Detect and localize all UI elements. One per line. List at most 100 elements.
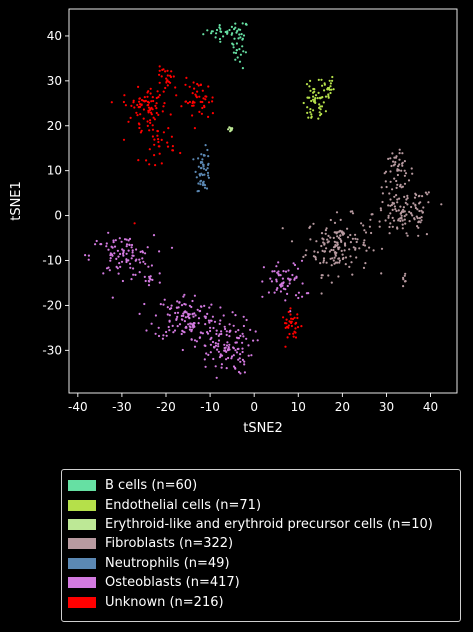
data-point (398, 152, 401, 155)
data-point (187, 312, 190, 316)
data-point (168, 320, 171, 323)
data-point (355, 256, 358, 259)
data-point (421, 211, 424, 214)
data-point (203, 304, 206, 307)
x-tick-label: 20 (335, 400, 350, 414)
data-point (391, 208, 394, 211)
data-point (217, 339, 221, 342)
data-point (157, 138, 160, 141)
data-point (380, 247, 384, 250)
data-point (292, 332, 295, 335)
legend-swatch (68, 499, 96, 511)
data-point (203, 344, 206, 347)
data-point (330, 281, 333, 284)
data-point (293, 330, 296, 333)
data-point (301, 295, 304, 298)
data-point (223, 346, 226, 350)
data-point (254, 330, 257, 333)
data-point (391, 152, 394, 155)
data-point (392, 160, 395, 163)
data-point (168, 314, 171, 317)
data-point (356, 238, 359, 241)
data-point (132, 101, 135, 104)
data-point (142, 117, 145, 120)
data-point (318, 106, 321, 109)
data-point (333, 221, 337, 224)
x-axis-label: tSNE2 (243, 421, 283, 436)
data-point (327, 93, 330, 96)
data-point (164, 86, 167, 90)
data-point (138, 97, 141, 100)
data-point (286, 292, 289, 295)
data-point (393, 177, 396, 180)
data-point (320, 78, 323, 81)
data-point (105, 267, 109, 270)
data-point (166, 145, 170, 148)
data-point (194, 170, 197, 173)
data-point (242, 34, 246, 37)
data-point (249, 328, 252, 331)
data-point (202, 167, 206, 170)
data-point (198, 336, 202, 339)
data-point (403, 169, 406, 172)
data-point (416, 217, 419, 220)
data-point (218, 356, 222, 359)
data-point (384, 170, 388, 173)
data-point (239, 334, 242, 337)
data-point (166, 84, 169, 87)
data-point (227, 356, 230, 360)
data-point (156, 134, 159, 137)
data-point (406, 194, 409, 197)
data-point (152, 234, 156, 237)
data-point (206, 148, 209, 152)
data-point (111, 296, 114, 299)
data-point (281, 284, 284, 287)
data-point (207, 162, 210, 165)
data-point (336, 243, 339, 246)
data-point (169, 81, 172, 84)
data-point (127, 239, 130, 242)
data-point (236, 29, 239, 33)
data-point (119, 252, 122, 256)
data-point (226, 31, 229, 34)
data-point (234, 341, 237, 344)
data-point (407, 179, 411, 182)
data-point (178, 301, 181, 304)
data-point (154, 314, 157, 317)
data-point (320, 292, 323, 295)
data-point (351, 273, 354, 276)
data-point (158, 69, 161, 72)
data-point (229, 129, 232, 132)
data-point (203, 104, 206, 107)
data-point (210, 32, 213, 35)
legend-label: B cells (n=60) (105, 478, 198, 494)
data-point (275, 265, 278, 268)
data-point (393, 195, 396, 198)
data-point (125, 243, 129, 246)
data-point (280, 282, 284, 285)
data-point (136, 114, 139, 117)
data-point (211, 315, 214, 318)
data-point (282, 281, 285, 284)
data-point (247, 344, 250, 347)
data-point (396, 201, 399, 204)
data-point (322, 259, 325, 262)
data-point (191, 312, 194, 315)
data-point (148, 277, 151, 280)
data-point (152, 99, 155, 103)
data-point (203, 173, 206, 176)
data-point (244, 22, 248, 25)
data-point (201, 181, 205, 184)
data-point (241, 332, 244, 335)
data-point (130, 243, 134, 247)
data-point (138, 312, 141, 315)
data-point (320, 105, 324, 108)
data-point (132, 99, 135, 102)
data-point (344, 244, 347, 247)
data-point (223, 343, 226, 346)
data-point (328, 250, 331, 253)
data-point (284, 326, 287, 329)
data-point (405, 232, 408, 235)
data-point (309, 225, 312, 228)
data-point (117, 272, 120, 275)
